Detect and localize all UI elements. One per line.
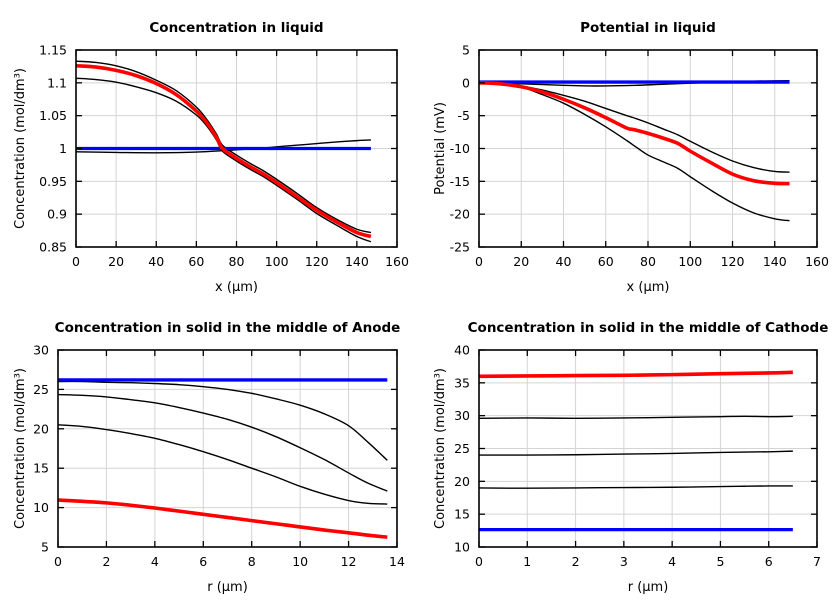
black-curve-2: [57, 393, 388, 492]
black-curve-2: [478, 450, 793, 456]
chart-concentration-in-liquid: 0 20 40 60 80 100 120 140 160 0.85 0.9 0.95 1 1.05 1.1…: [0, 0, 420, 300]
concentration-solid-anode-plot: 0 2 4 6 8 10 12 14 5 10 15 20 25 30 Concentration in s…: [13, 320, 405, 595]
y-tick-label: 20: [33, 421, 49, 436]
x-tick-label: 2: [572, 554, 580, 569]
red-thick-line: [478, 81, 790, 186]
x-tick-label: 40: [556, 254, 572, 269]
y-tick-label: -15: [450, 174, 470, 189]
x-tick-label: 20: [513, 254, 529, 269]
y-axis-label: Concentration (mol/dm³): [433, 368, 448, 529]
x-tick-label: 4: [151, 554, 159, 569]
x-axis-label: x (μm): [627, 280, 670, 295]
y-tick-label: 0.95: [39, 174, 67, 189]
black-curve-middle: [478, 82, 790, 173]
black-curve-lowest: [478, 82, 790, 222]
y-tick-label: -10: [450, 141, 470, 156]
x-axis-label: r (μm): [628, 580, 669, 595]
x-tick-label: 0: [54, 554, 62, 569]
x-tick-label: 3: [620, 554, 628, 569]
x-tick-label: 12: [341, 554, 357, 569]
x-tick-label: 7: [813, 554, 821, 569]
y-tick-label: 1.15: [39, 43, 67, 58]
x-tick-label: 120: [721, 254, 745, 269]
y-tick-label: 0: [462, 75, 470, 90]
y-tick-label: -20: [450, 207, 470, 222]
red-thick-line: [478, 370, 793, 379]
y-tick-label: 1.05: [39, 108, 67, 123]
x-tick-label: 40: [148, 254, 164, 269]
x-tick-label: 6: [199, 554, 207, 569]
x-tick-label: 100: [678, 254, 702, 269]
x-tick-label: 5: [716, 554, 724, 569]
chart-title: Potential in liquid: [580, 20, 716, 36]
chart-title: Concentration in solid in the middle of …: [55, 320, 401, 336]
black-curve-1: [57, 380, 388, 461]
x-tick-label: 140: [345, 254, 369, 269]
x-tick-label: 14: [389, 554, 405, 569]
chart-potential-in-liquid: 0 20 40 60 80 100 120 140 160 -25 -20 -15 -10 -5 0 5 Pot…: [420, 0, 840, 300]
plot-frame: [57, 349, 398, 548]
x-tick-label: 20: [108, 254, 124, 269]
chart-concentration-solid-anode: 0 2 4 6 8 10 12 14 5 10 15 20 25 30 Concentration in s…: [0, 300, 420, 600]
black-curve-3: [478, 485, 793, 489]
x-tick-label: 0: [475, 554, 483, 569]
x-tick-label: 0: [475, 254, 483, 269]
x-tick-label: 160: [385, 254, 409, 269]
y-tick-label: 30: [454, 408, 470, 423]
chart-title: Concentration in solid in the middle of …: [468, 320, 829, 336]
y-tick-label: -25: [450, 240, 470, 255]
concentration-solid-cathode-plot: 0 1 2 3 4 5 6 7 10 15 20 25 30 35 40 Concentration in s…: [433, 320, 829, 595]
x-tick-label: 60: [598, 254, 614, 269]
y-tick-label: 10: [454, 540, 470, 555]
black-curve-3: [57, 424, 388, 505]
y-tick-label: 15: [33, 461, 49, 476]
x-axis-label: x (μm): [215, 280, 258, 295]
x-tick-label: 80: [640, 254, 656, 269]
red-thick-line: [75, 63, 372, 239]
x-tick-label: 60: [188, 254, 204, 269]
x-tick-label: 8: [248, 554, 256, 569]
y-tick-label: 20: [454, 474, 470, 489]
y-tick-label: 30: [33, 343, 49, 358]
black-curve-1: [478, 415, 793, 419]
x-tick-label: 2: [102, 554, 110, 569]
y-tick-label: 5: [41, 540, 49, 555]
x-tick-label: 1: [523, 554, 531, 569]
x-tick-label: 4: [668, 554, 676, 569]
black-curve-upper: [75, 60, 372, 234]
chart-title: Concentration in liquid: [149, 20, 323, 36]
potential-in-liquid-plot: 0 20 40 60 80 100 120 140 160 -25 -20 -15 -10 -5 0 5 Pot…: [433, 20, 829, 295]
y-tick-label: 40: [454, 343, 470, 358]
chart-concentration-solid-cathode: 0 1 2 3 4 5 6 7 10 15 20 25 30 35 40 Concentration in s…: [420, 300, 840, 600]
y-tick-label: 25: [454, 441, 470, 456]
y-tick-label: 1: [59, 141, 67, 156]
y-tick-label: 0.85: [39, 240, 67, 255]
x-tick-label: 100: [265, 254, 289, 269]
y-tick-label: 15: [454, 507, 470, 522]
x-tick-label: 120: [305, 254, 329, 269]
y-tick-label: 5: [462, 43, 470, 58]
red-thick-line: [57, 498, 388, 539]
y-tick-label: 1.1: [47, 75, 67, 90]
y-tick-label: -5: [458, 108, 470, 123]
y-axis-label: Concentration (mol/dm³): [13, 368, 28, 529]
y-axis-label: Potential (mV): [433, 102, 448, 195]
x-axis-label: r (μm): [207, 580, 248, 595]
x-tick-label: 160: [805, 254, 829, 269]
y-tick-label: 25: [33, 382, 49, 397]
y-tick-label: 10: [33, 500, 49, 515]
y-tick-label: 35: [454, 375, 470, 390]
x-tick-label: 80: [229, 254, 245, 269]
y-axis-label: Concentration (mol/dm³): [13, 68, 28, 229]
x-tick-label: 10: [292, 554, 308, 569]
x-tick-label: 6: [765, 554, 773, 569]
concentration-in-liquid-plot: 0 20 40 60 80 100 120 140 160 0.85 0.9 0.95 1 1.05 1.1…: [13, 20, 409, 295]
x-tick-label: 0: [72, 254, 80, 269]
y-tick-label: 0.9: [47, 207, 67, 222]
x-tick-label: 140: [763, 254, 787, 269]
